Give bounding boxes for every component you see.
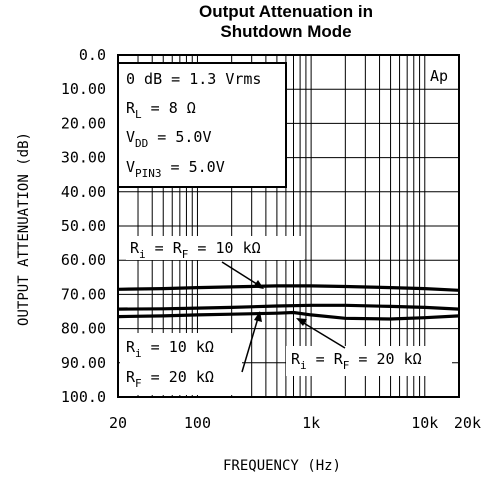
y-tick-label: 10.00 bbox=[61, 80, 106, 98]
plot-frame bbox=[117, 54, 460, 398]
y-tick-label: 70.00 bbox=[61, 285, 106, 303]
annotation-10k-text: Ri = RF = 10 kΩ bbox=[130, 239, 261, 261]
y-tick-label: 80.00 bbox=[61, 320, 106, 338]
y-tick-label: 90.00 bbox=[61, 354, 106, 372]
y-tick-label: 30.00 bbox=[61, 149, 106, 167]
annotation-10k-arrowhead bbox=[253, 280, 264, 289]
series-layer bbox=[117, 284, 460, 321]
condition-vdd: VDD = 5.0V bbox=[126, 128, 212, 150]
y-tick-label: 100.0 bbox=[61, 388, 106, 406]
x-axis-label: FREQUENCY (Hz) bbox=[223, 458, 341, 474]
annotation-10k-20k: Ri = 10 kΩ RF = 20 kΩ bbox=[120, 311, 262, 395]
y-tick-label: 60.00 bbox=[61, 251, 106, 269]
x-tick-label: 10k bbox=[411, 414, 438, 432]
y-tick-label: 40.00 bbox=[61, 183, 106, 201]
ap-label-bg bbox=[426, 64, 456, 86]
y-tick-label: 50.00 bbox=[61, 217, 106, 235]
tick-labels: 0.0 10.00 20.00 30.00 40.00 50.00 60.00 70.00 80… bbox=[61, 46, 481, 432]
y-axis-label: OUTPUT ATTENUATION (dB) bbox=[16, 132, 32, 326]
annotation-20k-text: Ri = RF = 20 kΩ bbox=[291, 350, 422, 372]
annotation-10k-20k-line-2: RF = 20 kΩ bbox=[126, 368, 214, 390]
x-tick-label: 1k bbox=[302, 414, 320, 432]
annotation-20k-arrowhead bbox=[296, 318, 307, 326]
annotation-10k-leader bbox=[221, 261, 261, 287]
condition-0dB: 0 dB = 1.3 Vrms bbox=[126, 70, 261, 88]
conditions-box: 0 dB = 1.3 Vrms RL = 8 Ω VDD = 5.0V VPIN… bbox=[117, 62, 287, 188]
annotation-10k-20k-leader bbox=[241, 317, 259, 373]
chart-title-line-1: Output Attenuation in bbox=[199, 2, 373, 21]
series-line-3 bbox=[117, 310, 460, 321]
series-line-2 bbox=[117, 303, 460, 311]
x-tick-label: 20k bbox=[454, 414, 481, 432]
annotation-10k-20k-line-1: Ri = 10 kΩ bbox=[126, 338, 214, 360]
chart-title-line-2: Shutdown Mode bbox=[220, 22, 351, 41]
y-tick-label: 0.0 bbox=[79, 46, 106, 64]
y-tick-label: 20.00 bbox=[61, 114, 106, 132]
annotation-20k: Ri = RF = 20 kΩ bbox=[286, 318, 452, 376]
conditions-frame bbox=[117, 62, 287, 188]
condition-vpin3: VPIN3 = 5.0V bbox=[126, 158, 225, 180]
annotation-20k-leader bbox=[301, 321, 346, 349]
x-tick-label: 20 bbox=[109, 414, 127, 432]
series-line-1 bbox=[117, 284, 460, 292]
annotation-10k-20k-arrowhead bbox=[254, 311, 262, 322]
annotation-10k: Ri = RF = 10 kΩ bbox=[126, 236, 304, 289]
ap-label: Ap bbox=[430, 67, 448, 85]
x-tick-label: 100 bbox=[184, 414, 211, 432]
condition-rl: RL = 8 Ω bbox=[126, 99, 196, 121]
